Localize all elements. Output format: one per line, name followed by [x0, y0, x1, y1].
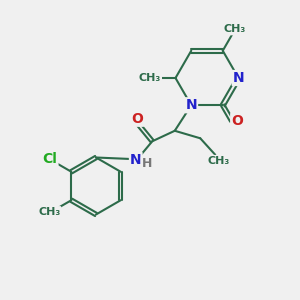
Text: N: N — [233, 71, 244, 85]
Text: H: H — [142, 157, 152, 170]
Text: N: N — [130, 153, 142, 167]
Text: N: N — [185, 98, 197, 112]
Text: Cl: Cl — [43, 152, 58, 167]
Text: O: O — [231, 114, 243, 128]
Text: CH₃: CH₃ — [38, 207, 60, 217]
Text: CH₃: CH₃ — [207, 156, 230, 166]
Text: CH₃: CH₃ — [224, 24, 246, 34]
Text: O: O — [131, 112, 143, 126]
Text: CH₃: CH₃ — [139, 73, 161, 83]
